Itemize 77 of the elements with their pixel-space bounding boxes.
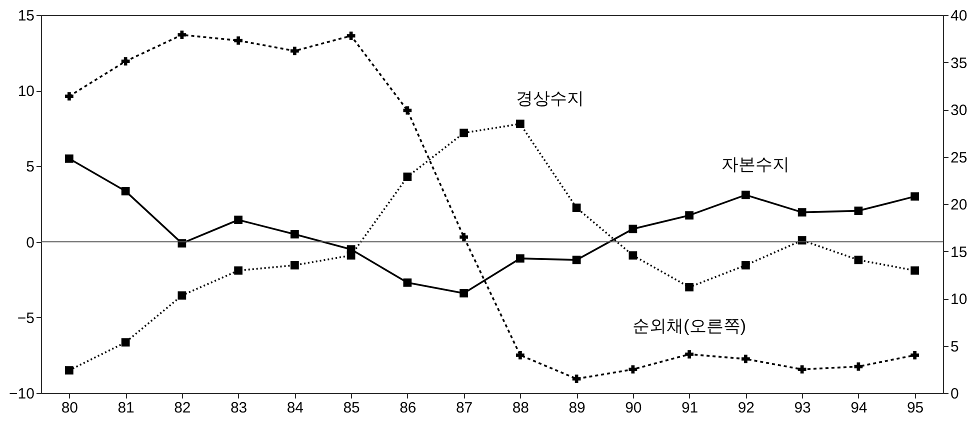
point [798,365,806,374]
point [234,266,242,275]
point [742,190,750,200]
point [685,282,694,292]
point [516,120,524,128]
x-tick-label: 84 [286,400,304,416]
point [121,186,130,196]
point [854,256,863,264]
y2-tick-label: 40 [950,8,968,24]
y2-tick-label: 20 [950,196,968,214]
point [178,30,186,40]
x-tick-label: 91 [681,400,698,416]
x-tick-label: 83 [230,400,248,416]
y-tick-label: 10 [18,83,34,100]
point [910,351,919,360]
point [516,254,524,263]
point [290,261,299,270]
series-label: 자본수지 [722,154,790,174]
point [65,366,74,375]
point [910,192,919,201]
point [685,211,694,220]
series-label: 순외채(오른쪽) [632,316,746,336]
x-tick-label: 89 [568,400,586,416]
point [121,57,130,66]
point [628,251,638,260]
point [572,204,581,212]
point [234,36,242,45]
point [178,291,186,300]
point [403,278,412,287]
point [854,206,863,215]
point [572,374,581,384]
point [460,289,468,298]
x-tick-label: 95 [906,400,924,416]
y2-tick-label: 10 [950,291,968,308]
point [910,266,919,275]
point [572,256,581,264]
point [798,208,806,216]
x-tick-label: 85 [343,400,360,416]
y2-tick-label: 30 [950,102,968,119]
x-tick-label: 80 [61,400,78,416]
point [460,128,468,138]
x-tick-label: 81 [118,400,134,416]
x-tick-label: 92 [738,400,755,416]
y-tick-label: 0 [26,234,34,252]
y-tick-label: 5 [26,158,34,176]
point [685,350,694,358]
point [403,172,412,181]
y2-tick-label: 25 [950,149,968,166]
x-tick-label: 93 [794,400,811,416]
point [290,46,299,56]
point [516,351,524,360]
series-label: 경상수지 [516,88,584,108]
point [628,224,638,234]
y-tick-label: −5 [17,310,34,327]
y2-tick-label: 5 [950,338,959,356]
point [65,154,74,163]
point [346,32,356,40]
y2-tick-label: 35 [950,54,968,72]
point [121,338,130,347]
point [234,216,242,224]
point [742,261,750,270]
x-tick-label: 90 [625,400,642,416]
x-tick-label: 88 [512,400,530,416]
y-tick-label: 15 [18,8,34,24]
x-tick-label: 86 [400,400,416,416]
x-tick-label: 94 [850,400,868,416]
y-tick-label: −10 [9,386,34,402]
point [346,251,356,260]
point [65,92,74,100]
y2-tick-label: 15 [950,244,968,261]
x-tick-label: 87 [456,400,473,416]
x-tick-label: 82 [174,400,191,416]
point [460,232,468,242]
point [742,354,750,364]
point [628,365,638,374]
y2-tick-label: 0 [950,386,959,402]
point [290,230,299,238]
